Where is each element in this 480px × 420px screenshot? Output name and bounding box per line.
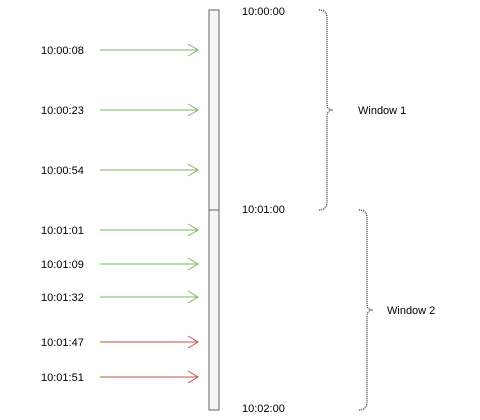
event-arrow-7 (100, 335, 199, 349)
event-time-label-3: 10:00:54 (41, 165, 84, 177)
timeline-segment-2 (208, 209, 220, 411)
event-arrow-4 (100, 223, 199, 237)
event-time-label-2: 10:00:23 (41, 105, 84, 117)
event-arrow-8 (100, 370, 199, 384)
event-time-label-7: 10:01:47 (41, 337, 84, 349)
window-2-brace (358, 209, 374, 411)
window-1-brace (318, 9, 334, 211)
event-arrow-6 (100, 290, 199, 304)
boundary-label-3: 10:02:00 (242, 403, 285, 415)
timeline-segment-1 (208, 9, 220, 211)
boundary-label-2: 10:01:00 (242, 204, 285, 216)
event-arrow-1 (100, 43, 199, 57)
event-arrow-3 (100, 163, 199, 177)
event-time-label-1: 10:00:08 (41, 45, 84, 57)
boundary-label-1: 10:00:00 (242, 6, 285, 18)
event-time-label-6: 10:01:32 (41, 292, 84, 304)
window-label-1: Window 1 (358, 105, 406, 117)
event-arrow-2 (100, 103, 199, 117)
event-time-label-4: 10:01:01 (41, 225, 84, 237)
event-arrow-5 (100, 257, 199, 271)
event-time-label-8: 10:01:51 (41, 372, 84, 384)
event-time-label-5: 10:01:09 (41, 259, 84, 271)
window-label-2: Window 2 (387, 305, 435, 317)
